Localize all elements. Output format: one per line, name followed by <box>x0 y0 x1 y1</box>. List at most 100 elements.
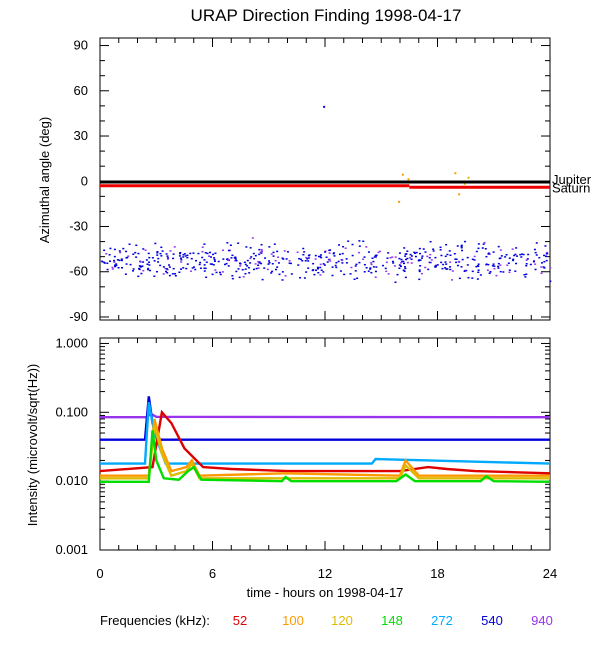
legend-item-148: 148 <box>381 613 403 628</box>
scatter-point <box>234 257 237 259</box>
intensity-panel: 1.000 0.100 0.010 0.001 Intensity (microvol… <box>25 335 551 557</box>
scatter-point <box>464 240 467 243</box>
scatter-point <box>535 242 538 244</box>
scatter-point <box>439 249 442 251</box>
scatter-point <box>224 263 227 266</box>
scatter-point <box>320 269 323 271</box>
scatter-point <box>479 274 482 276</box>
scatter-point <box>260 252 263 254</box>
scatter-point <box>339 270 342 272</box>
scatter-point <box>436 264 439 266</box>
scatter-point <box>153 275 156 277</box>
scatter-point <box>519 253 522 256</box>
scatter-point <box>543 260 546 263</box>
scatter-point <box>231 274 234 277</box>
scatter-point <box>527 253 530 256</box>
scatter-point <box>534 268 537 271</box>
scatter-point <box>254 254 257 257</box>
scatter-point <box>113 261 116 263</box>
scatter-point <box>135 244 138 247</box>
scatter-point <box>169 250 172 252</box>
y-tick-label: 0 <box>81 173 88 188</box>
scatter-point <box>113 259 116 262</box>
series-line-52 <box>99 409 551 475</box>
scatter-point <box>389 257 392 259</box>
scatter-point <box>455 261 458 264</box>
scatter-point <box>418 278 421 281</box>
scatter-point <box>398 264 401 266</box>
scatter-point <box>211 263 214 265</box>
scatter-point <box>288 262 291 264</box>
scatter-point <box>497 265 500 268</box>
scatter-point <box>217 260 220 263</box>
scatter-point <box>514 270 517 272</box>
scatter-point <box>166 257 169 259</box>
scatter-point <box>108 254 111 256</box>
legend-title: Frequencies (kHz): <box>100 613 210 628</box>
scatter-point <box>343 273 346 276</box>
scatter-point <box>247 266 250 269</box>
scatter-point <box>314 254 317 257</box>
scatter-point <box>249 262 252 264</box>
scatter-point <box>418 259 421 261</box>
scatter-point <box>485 263 488 265</box>
scatter-point <box>483 241 486 244</box>
scatter-point <box>302 247 305 250</box>
scatter-point <box>466 264 469 266</box>
scatter-point <box>320 256 323 259</box>
scatter-point <box>244 272 247 275</box>
scatter-point <box>456 264 459 267</box>
scatter-point <box>406 257 409 260</box>
scatter-point <box>111 266 114 269</box>
scatter-point <box>455 258 458 261</box>
scatter-point <box>476 278 479 280</box>
series-line-940 <box>100 412 551 419</box>
scatter-point <box>488 253 491 255</box>
scatter-point <box>263 267 266 269</box>
scatter-point <box>405 253 408 255</box>
scatter-point <box>377 251 380 254</box>
scatter-point <box>460 266 463 268</box>
scatter-point <box>192 252 195 254</box>
scatter-point <box>375 266 378 268</box>
scatter-point <box>113 255 116 258</box>
scatter-point <box>285 258 288 260</box>
scatter-point <box>428 256 431 259</box>
scatter-point <box>440 254 443 257</box>
scatter-point <box>370 263 373 266</box>
scatter-point <box>137 275 140 278</box>
scatter-point <box>391 260 394 263</box>
scatter-point <box>372 260 375 263</box>
scatter-point <box>444 255 447 258</box>
scatter-point <box>288 260 291 262</box>
scatter-point <box>213 260 216 262</box>
scatter-point <box>350 266 353 269</box>
scatter-point <box>505 254 508 256</box>
scatter-point <box>227 259 230 262</box>
scatter-point <box>533 259 536 262</box>
scatter-point <box>324 251 327 253</box>
scatter-point <box>461 258 464 261</box>
scatter-point <box>161 250 164 252</box>
scatter-point <box>471 270 474 273</box>
scatter-point <box>445 263 448 265</box>
scatter-point <box>492 251 495 253</box>
scatter-point <box>454 258 457 260</box>
scatter-point <box>414 255 417 258</box>
scatter-point <box>534 263 537 265</box>
reference-line-label: Jupiter <box>552 172 592 187</box>
scatter-point <box>371 257 374 259</box>
scatter-point <box>475 265 478 268</box>
scatter-point <box>444 267 447 269</box>
scatter-point <box>535 254 538 256</box>
scatter-point <box>394 256 397 258</box>
scatter-point <box>297 264 300 266</box>
scatter-point <box>404 267 407 270</box>
scatter-point <box>122 247 125 250</box>
scatter-point <box>258 253 261 256</box>
scatter-point <box>276 266 279 268</box>
scatter-point <box>432 250 435 252</box>
scatter-point <box>543 267 546 269</box>
scatter-point <box>162 273 165 275</box>
scatter-point <box>316 268 319 270</box>
